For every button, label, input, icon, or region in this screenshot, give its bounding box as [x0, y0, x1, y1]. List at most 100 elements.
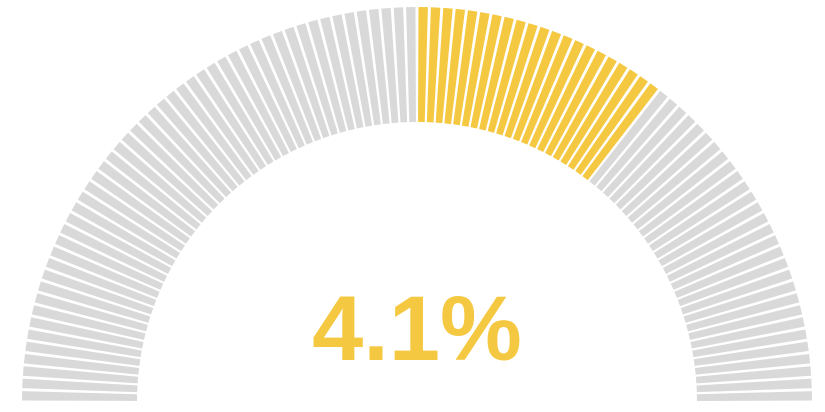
gauge-segment-empty — [41, 269, 154, 315]
gauge-segment-filled — [461, 12, 490, 127]
gauge-segment-filled — [418, 7, 428, 123]
gauge-segment-empty — [60, 224, 168, 282]
gauge-segment-filled — [504, 26, 550, 139]
gauge-segment-empty — [686, 293, 800, 332]
gauge-segment-empty — [677, 257, 789, 307]
gauge-segment-empty — [113, 141, 207, 223]
gauge-segment-empty — [250, 40, 305, 149]
gauge-segment-empty — [272, 30, 322, 142]
gauge-segment-filled — [470, 14, 502, 129]
gauge-segment-filled — [560, 62, 628, 166]
gauge-segment-empty — [695, 366, 812, 384]
gauge-segment-empty — [228, 50, 289, 157]
gauge-segment-filled — [426, 7, 441, 123]
gauge-segment-empty — [29, 317, 144, 349]
gauge-segment-empty — [55, 235, 164, 290]
gauge-segment-empty — [633, 151, 729, 230]
gauge-segment-empty — [166, 90, 245, 186]
gauge-segment-empty — [406, 7, 416, 123]
gauge-segment-empty — [393, 7, 408, 123]
gauge-segment-empty — [22, 378, 138, 393]
gauge-segment-empty — [644, 171, 743, 244]
gauge-segment-empty — [688, 305, 803, 340]
gauge-segment-empty — [45, 257, 157, 307]
gauge-segment-empty — [658, 202, 763, 267]
gauge-segment-empty — [71, 202, 176, 267]
gauge-segment-empty — [91, 171, 190, 244]
gauge-segment-empty — [615, 123, 704, 210]
gauge-segment-empty — [662, 213, 769, 274]
gauge-segment-filled — [496, 23, 538, 136]
gauge-segment-filled — [453, 10, 478, 126]
gauge-segment-empty — [186, 76, 259, 175]
gauge-segment-filled — [545, 50, 606, 157]
gauge-segment-filled — [444, 8, 466, 125]
gauge-segment-empty — [239, 45, 297, 153]
gauge-segment-filled — [479, 16, 514, 131]
gauge-segment-empty — [696, 391, 812, 401]
gauge-segment-empty — [156, 98, 238, 192]
gauge-segment-empty — [217, 56, 282, 161]
gauge-segment-empty — [683, 281, 796, 323]
gauge-segment-filled — [529, 40, 584, 149]
gauge-segment-filled — [512, 30, 562, 142]
gauge-segment-empty — [31, 305, 146, 340]
gauge-segment-empty — [65, 213, 172, 274]
gauge-segment-empty — [27, 329, 142, 358]
gauge-segment-filled — [435, 7, 453, 124]
gauge-segment-empty — [666, 224, 774, 282]
gauge-segment-empty — [368, 8, 390, 125]
gauge-segment-empty — [138, 115, 225, 204]
gauge-segment-empty — [206, 62, 274, 166]
gauge-segment-empty — [638, 161, 736, 237]
gauge-segment-empty — [23, 353, 140, 375]
gauge-segment-empty — [670, 235, 779, 290]
gauge-segment-empty — [649, 181, 750, 252]
gauge-segment-empty — [38, 281, 151, 323]
gauge-segment-empty — [589, 90, 668, 186]
gauge-segment-empty — [261, 35, 313, 145]
gauge-segment-empty — [147, 106, 232, 198]
gauge-segment-empty — [130, 123, 219, 210]
gauge-segment-empty — [22, 391, 138, 401]
gauge-segment-empty — [344, 12, 373, 127]
gauge-segment-empty — [356, 10, 381, 126]
gauge-segment-empty — [284, 26, 330, 139]
gauge-segment-empty — [653, 191, 757, 259]
gauge-segment-empty — [84, 181, 185, 252]
gauge-segment-filled — [567, 69, 638, 170]
gauge-segment-empty — [696, 378, 812, 393]
gauge-segment-empty — [121, 132, 213, 217]
gauge-segment-empty — [25, 341, 141, 366]
gauge-segment-empty — [381, 7, 399, 124]
gauge-segment-empty — [596, 98, 678, 192]
gauge-segment-empty — [621, 132, 713, 217]
gauge-segment-empty — [296, 23, 338, 136]
gauge-segment-empty — [693, 341, 809, 366]
gauge-segment-filled — [537, 45, 595, 153]
gauge-segment-filled — [487, 19, 526, 133]
gauge-segment-empty — [196, 69, 267, 170]
gauge-segment-empty — [674, 246, 784, 298]
gauge-segment-filled — [521, 35, 573, 145]
gauge-segment-empty — [609, 115, 696, 204]
gauge-segment-empty — [308, 19, 347, 133]
gauge-segment-empty — [320, 16, 355, 131]
gauge-segment-empty — [332, 14, 364, 129]
gauge-segment-empty — [77, 191, 181, 259]
gauge-segment-filled — [552, 56, 617, 161]
gauge-segment-empty — [105, 151, 201, 230]
gauge-segment-empty — [50, 246, 160, 298]
gauge-value-label: 4.1% — [312, 278, 522, 380]
gauge-segment-empty — [34, 293, 148, 332]
gauge-segment-filled — [582, 83, 658, 181]
gauge-segment-empty — [98, 161, 196, 237]
gauge-segment-empty — [680, 269, 793, 315]
gauge-segment-empty — [176, 83, 252, 181]
gauge-segment-filled — [575, 76, 648, 175]
gauge-segment-empty — [692, 329, 807, 358]
gauge-segment-empty — [690, 317, 805, 349]
gauge-segment-empty — [627, 141, 721, 223]
gauge-segment-empty — [694, 353, 811, 375]
